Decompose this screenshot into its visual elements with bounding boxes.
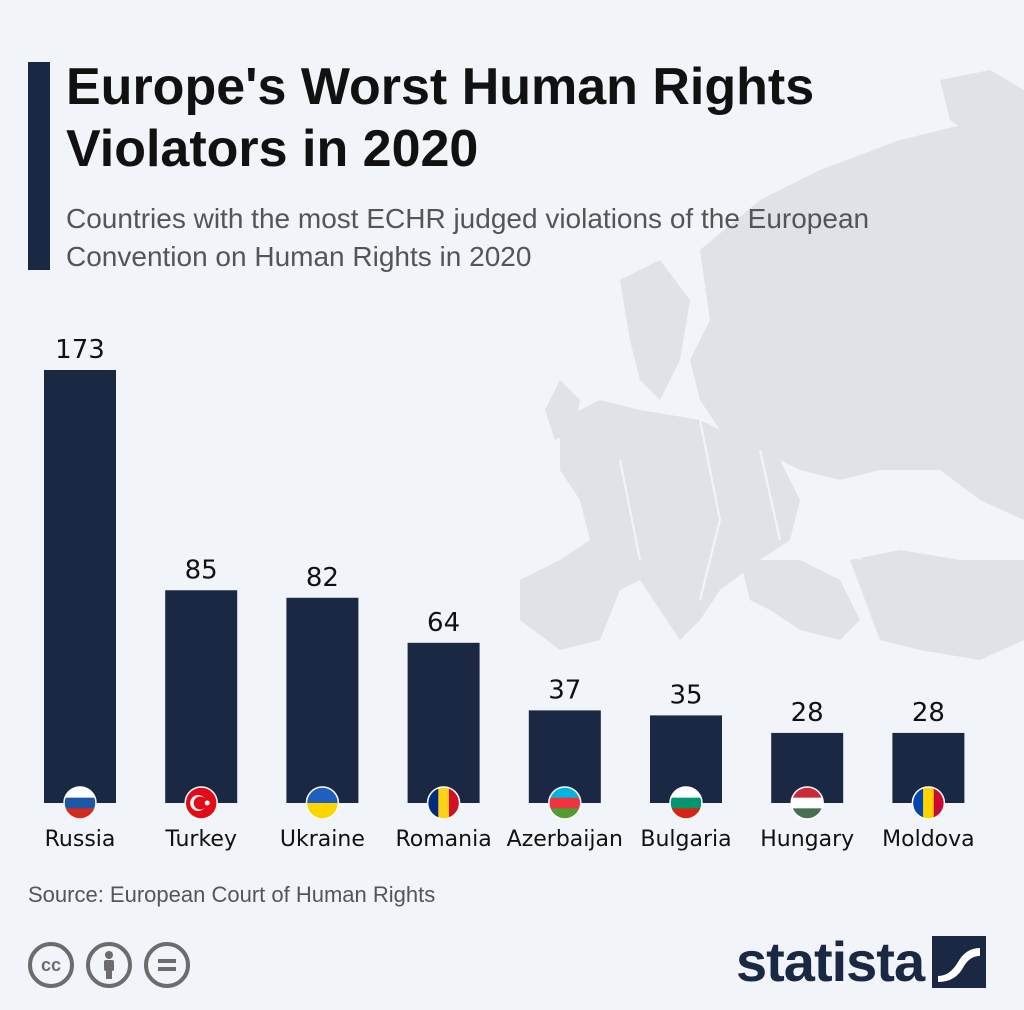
bar-russia: [44, 370, 116, 803]
category-label: Romania: [395, 827, 491, 852]
brand-name: statista: [736, 930, 925, 993]
equals-icon: [158, 959, 176, 971]
category-label: Bulgaria: [640, 827, 731, 852]
flag-ring: [305, 786, 340, 820]
category-label: Azerbaijan: [507, 827, 623, 852]
no-derivatives-icon[interactable]: [144, 942, 190, 988]
flag-ring: [548, 786, 582, 820]
bar-value-label: 85: [185, 555, 218, 585]
category-label: Russia: [45, 827, 116, 852]
bar-value-label: 64: [427, 608, 460, 638]
flag-icon-bulgaria: [670, 787, 702, 819]
category-label: Turkey: [164, 827, 237, 852]
bar-value-label: 173: [55, 335, 105, 365]
bar-romania: [407, 642, 480, 803]
bar-chart: 173 Russia 85 Turkey 82 Ukraine 64 Romania 37 Aze…: [44, 335, 975, 852]
flag-icon-russia: [64, 787, 96, 819]
flag-icon-azerbaijan: [548, 787, 581, 819]
flag-ring: [911, 786, 946, 820]
bar-ukraine: [286, 597, 359, 803]
chart-subtitle: Countries with the most ECHR judged viol…: [66, 203, 870, 272]
chart-title: Europe's Worst Human Rights Violators in…: [66, 58, 815, 178]
flag-ring: [790, 786, 824, 820]
bar-value-label: 28: [912, 698, 945, 728]
flag-icon-moldova: [912, 787, 945, 819]
cc-icon[interactable]: cc: [28, 942, 74, 988]
bar-value-label: 35: [669, 680, 702, 710]
flag-icon-hungary: [791, 787, 824, 819]
bar-value-label: 37: [548, 675, 581, 705]
license-icons: cc: [28, 942, 190, 988]
flag-ring: [63, 786, 97, 820]
statista-brand[interactable]: statista: [736, 930, 987, 994]
attribution-icon[interactable]: [86, 942, 132, 988]
flag-ring: [669, 786, 703, 820]
bar-value-label: 82: [306, 563, 339, 593]
flag-icon-romania: [427, 787, 460, 819]
flag-icon-ukraine: [306, 787, 339, 819]
flag-ring: [184, 786, 218, 820]
flag-icon-turkey: [185, 787, 218, 819]
category-label: Moldova: [882, 827, 974, 852]
category-label: Ukraine: [280, 827, 365, 852]
bar-value-label: 28: [791, 698, 824, 728]
category-label: Hungary: [760, 827, 854, 852]
source-note: Source: European Court of Human Rights: [28, 882, 436, 907]
statista-logo-icon: [932, 936, 987, 988]
title-accent-bar: [28, 62, 50, 270]
bar-turkey: [165, 590, 238, 803]
person-icon: [104, 951, 114, 979]
flag-ring: [426, 786, 461, 820]
